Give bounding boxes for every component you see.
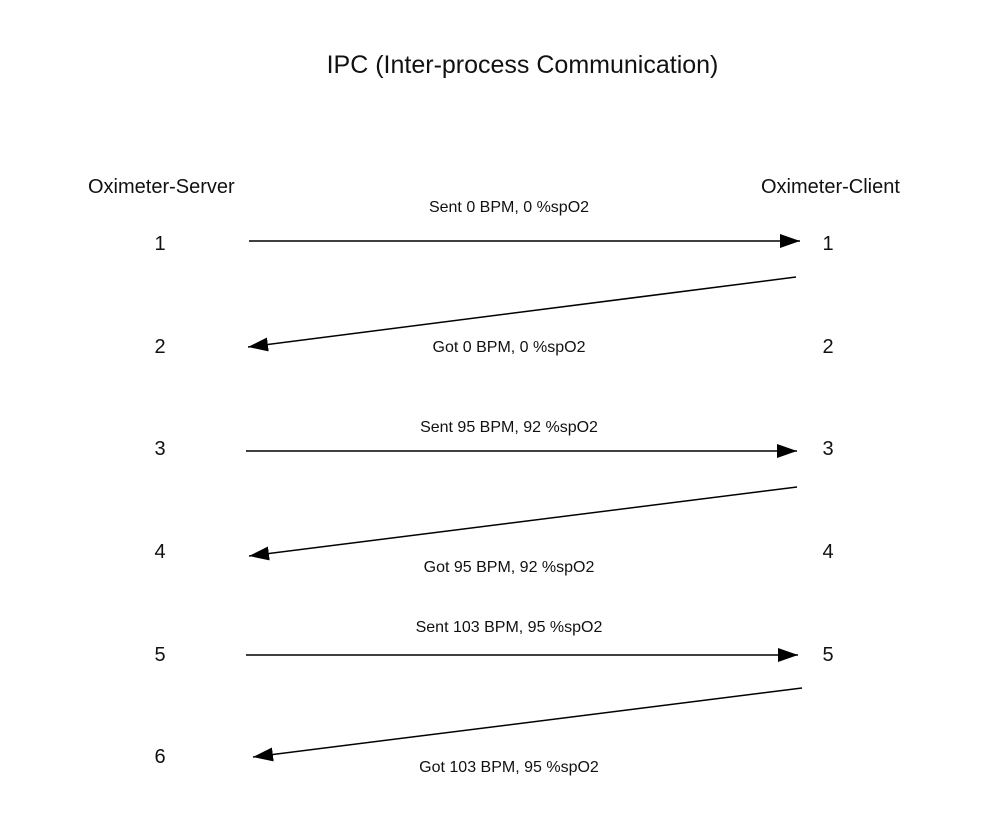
client-step-1: 1 [822,233,834,255]
server-step-4: 4 [154,541,166,563]
client-step-2: 2 [822,336,834,358]
message-label-1: Sent 0 BPM, 0 %spO2 [428,199,590,216]
message-label-4: Got 95 BPM, 92 %spO2 [423,559,595,576]
client-step-4: 4 [822,541,834,563]
arrow-4 [248,486,798,561]
server-header: Oximeter-Server [88,176,235,198]
server-step-1: 1 [154,233,166,255]
server-step-6: 6 [154,746,166,768]
arrow-6 [252,687,803,762]
client-step-5: 5 [822,644,834,666]
server-step-5: 5 [154,644,166,666]
message-label-6: Got 103 BPM, 95 %spO2 [419,759,599,776]
client-step-3: 3 [822,438,834,460]
message-label-3: Sent 95 BPM, 92 %spO2 [420,419,598,436]
message-label-5: Sent 103 BPM, 95 %spO2 [415,619,603,636]
server-step-3: 3 [154,438,166,460]
diagram-title: IPC (Inter-process Communication) [326,51,719,79]
message-label-2: Got 0 BPM, 0 %spO2 [432,339,586,356]
arrow-2 [247,276,797,352]
server-step-2: 2 [154,336,166,358]
client-header: Oximeter-Client [761,176,900,198]
